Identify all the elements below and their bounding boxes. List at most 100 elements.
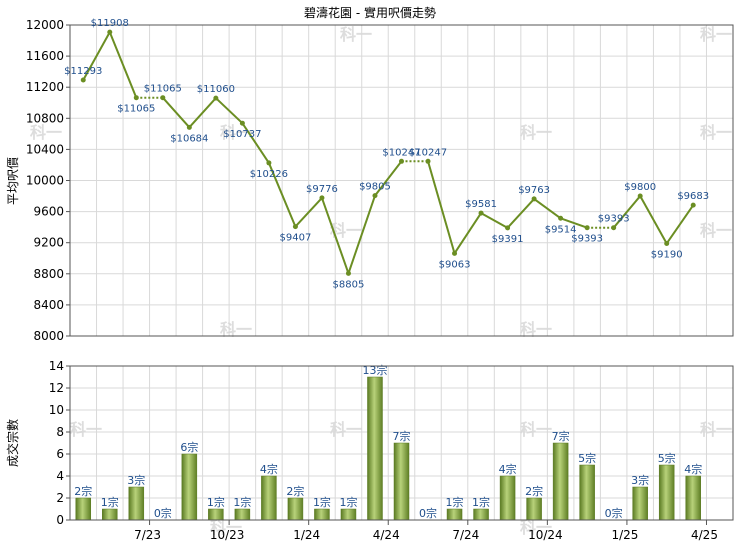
price-line-segment	[294, 197, 323, 228]
volume-bar	[579, 464, 595, 521]
volume-bar-label: 6宗	[180, 440, 198, 454]
volume-tick-label: 12	[49, 381, 64, 395]
watermark-text: 科一	[30, 123, 62, 142]
x-tick-label: 4/24	[373, 528, 400, 542]
volume-bar-label: 1宗	[207, 495, 225, 509]
price-point-label: $11065	[144, 84, 182, 95]
price-line-segment	[480, 212, 509, 229]
price-point-label: $11908	[91, 18, 129, 29]
price-point-label: $9407	[280, 233, 312, 244]
price-point-label: $9581	[465, 199, 497, 210]
x-tick-label: 10/24	[528, 528, 563, 542]
volume-bar-label: 1宗	[472, 495, 490, 509]
volume-bar	[473, 508, 489, 521]
watermark-text: 科一	[700, 25, 732, 44]
x-tick-label: 1/24	[293, 528, 320, 542]
x-tick-label: 1/25	[611, 528, 638, 542]
volume-bar	[526, 497, 542, 521]
price-point	[80, 77, 86, 83]
price-point-label: $9805	[359, 182, 391, 193]
volume-bar-label: 4宗	[499, 462, 517, 476]
price-point	[664, 240, 670, 246]
watermark-text: 科一	[700, 420, 732, 439]
volume-bar	[340, 508, 357, 521]
price-tick-label: 11600	[26, 49, 64, 63]
price-point	[107, 29, 113, 35]
price-point-label: $10684	[170, 133, 208, 144]
watermark-text: 科一	[520, 320, 552, 339]
price-point	[345, 270, 351, 276]
price-point	[239, 120, 245, 126]
price-tick-label: 9600	[33, 205, 64, 219]
volume-bar	[261, 475, 277, 521]
price-point-label: $9800	[624, 182, 656, 193]
price-point	[531, 196, 537, 202]
price-point-label: $11065	[117, 104, 155, 115]
volume-bar	[314, 508, 330, 521]
volume-bar-label: 1宗	[233, 495, 251, 509]
x-tick-label: 7/24	[452, 528, 479, 542]
price-tick-label: 8800	[33, 267, 64, 281]
price-point	[292, 224, 298, 230]
price-tick-label: 10800	[26, 111, 64, 125]
price-point-label: $11293	[64, 66, 102, 77]
volume-bar	[367, 376, 383, 521]
volume-bar	[102, 508, 118, 521]
watermark-text: 科一	[700, 123, 732, 142]
volume-tick-label: 6	[56, 447, 64, 461]
price-point	[584, 225, 590, 231]
x-tick-label: 7/23	[134, 528, 161, 542]
volume-bar-label: 3宗	[631, 473, 649, 487]
chart-title: 碧濤花園 - 實用呎價走勢	[304, 5, 436, 20]
price-line-segment	[665, 204, 695, 245]
volume-plot-frame	[69, 365, 734, 521]
price-tick-label: 11200	[26, 80, 64, 94]
price-point	[319, 195, 325, 201]
volume-bar	[393, 442, 410, 521]
price-point	[133, 95, 139, 101]
watermark-text: 科一	[330, 420, 362, 439]
volume-bar-label: 3宗	[127, 473, 145, 487]
price-line-segment	[267, 162, 297, 227]
volume-bar-label: 1宗	[339, 495, 357, 509]
volume-bar-label: 1宗	[446, 495, 464, 509]
price-point	[478, 210, 484, 216]
price-point-label: $9063	[439, 259, 471, 270]
volume-tick-label: 4	[56, 469, 64, 483]
price-point-label: $9391	[492, 234, 524, 245]
watermark-text: 科一	[520, 420, 552, 439]
watermark-text: 科一	[700, 221, 732, 240]
volume-bar-label: 1宗	[101, 495, 119, 509]
volume-bar-label: 0宗	[605, 506, 623, 520]
price-point-label: $11060	[197, 84, 235, 95]
volume-bar	[446, 508, 463, 521]
price-line-segment	[215, 97, 244, 124]
volume-bar	[75, 497, 92, 521]
price-tick-label: 10000	[26, 174, 64, 188]
volume-bar	[685, 475, 701, 521]
watermark-text: 科一	[340, 25, 372, 44]
volume-bar-label: 4宗	[260, 462, 278, 476]
price-point	[558, 215, 564, 221]
price-point	[425, 158, 431, 164]
price-line-segment	[453, 212, 482, 254]
volume-bar	[181, 453, 198, 521]
price-point	[637, 193, 643, 199]
volume-bar-label: 2宗	[286, 484, 304, 498]
price-line-segment	[82, 31, 111, 81]
price-tick-label: 12000	[26, 18, 64, 32]
price-point	[611, 225, 617, 231]
price-point-label: $10247	[382, 147, 420, 158]
x-tick-label: 10/23	[210, 528, 245, 542]
price-line-segment	[533, 198, 562, 220]
volume-tick-label: 14	[49, 359, 64, 373]
price-line-segment	[188, 97, 217, 128]
volume-bar-label: 1宗	[313, 495, 331, 509]
volume-bar-label: 0宗	[154, 506, 172, 520]
volume-bar	[658, 464, 675, 521]
price-line-segment	[612, 195, 641, 229]
